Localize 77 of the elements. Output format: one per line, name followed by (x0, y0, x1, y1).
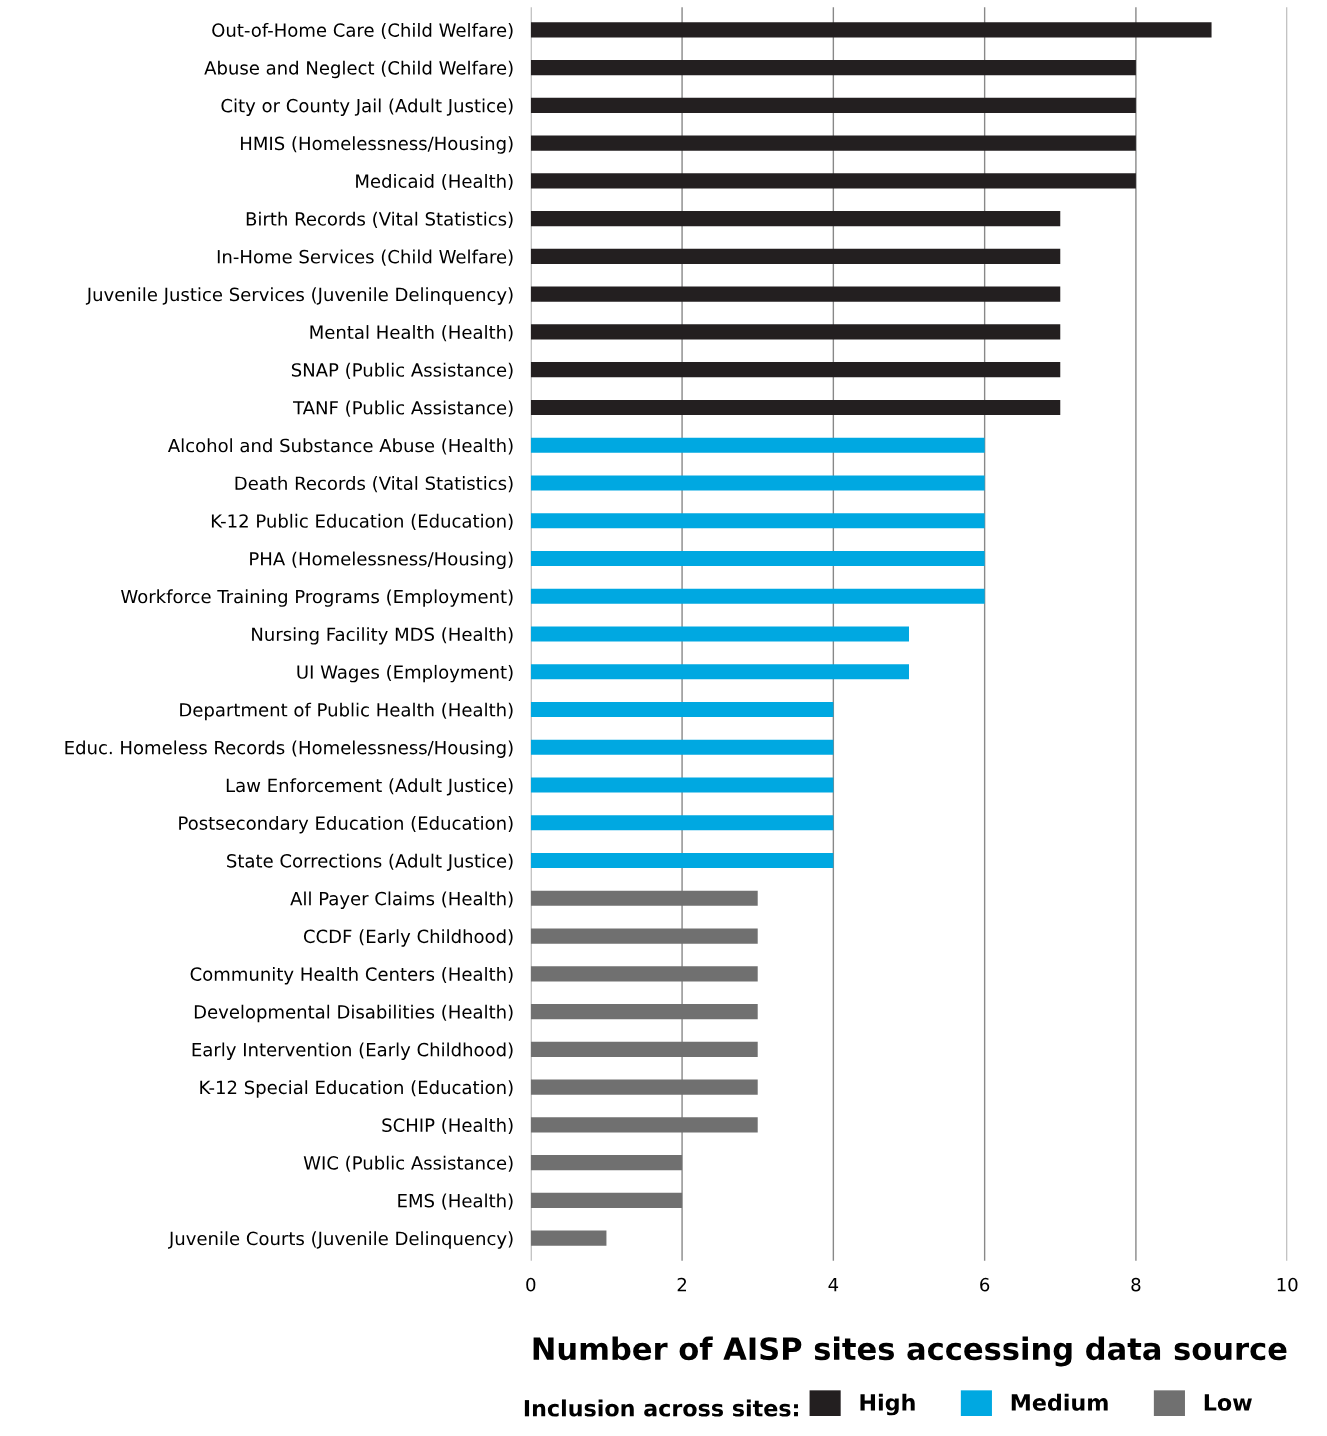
y-tick-label: K-12 Special Education (Education) (200, 1080, 513, 1098)
bar (530, 1155, 683, 1171)
x-tick-label: 10 (1277, 1277, 1298, 1292)
y-tick-label: PHA (Homelessness/Housing) (250, 551, 513, 570)
y-tick-label: Educ. Homeless Records (Homelessness/Housing) (65, 740, 513, 758)
y-tick-label: Postsecondary Education (Education) (179, 815, 513, 834)
bar (530, 815, 834, 831)
y-tick-label: SCHIP (Health) (382, 1118, 513, 1135)
bar (530, 1192, 683, 1208)
bar (530, 739, 834, 755)
bar (530, 890, 758, 906)
bar (530, 248, 1061, 264)
bar (530, 324, 1061, 340)
y-tick-label: Juvenile Courts (Juvenile Delinquency) (168, 1231, 513, 1249)
bar (530, 1079, 758, 1095)
bar (530, 60, 1136, 76)
bar (530, 97, 1136, 113)
bar (530, 475, 985, 491)
y-tick-label: Community Health Centers (Health) (190, 966, 513, 985)
x-axis-title: Number of AISP sites accessing data source (533, 1336, 1287, 1367)
y-tick-label: Medicaid (Health) (356, 174, 513, 191)
bar (530, 664, 909, 680)
bar (530, 362, 1061, 378)
y-tick-label: Early Intervention (Early Childhood) (192, 1042, 513, 1060)
legend-label: Low (1204, 1394, 1252, 1411)
y-tick-label: HMIS (Homelessness/Housing) (241, 136, 513, 154)
bar (530, 588, 985, 604)
y-tick-label: Law Enforcement (Adult Justice) (226, 778, 513, 796)
x-tick-label: 4 (828, 1278, 839, 1292)
bar (530, 1004, 758, 1020)
bar (530, 399, 1061, 415)
bar (530, 135, 1136, 151)
y-tick-label: Death Records (Vital Statistics) (235, 476, 513, 493)
bar (530, 1117, 758, 1133)
y-tick-label: Alcohol and Substance Abuse (Health) (167, 438, 513, 455)
bar (530, 626, 909, 642)
y-tick-label: TANF (Public Assistance) (293, 400, 513, 417)
y-tick-label: Juvenile Justice Services (Juvenile Delinquency) (85, 287, 513, 305)
legend-label: High (860, 1393, 915, 1416)
y-tick-label: UI Wages (Employment) (297, 664, 513, 683)
bar (530, 437, 985, 453)
y-tick-label: CCDF (Early Childhood) (303, 929, 513, 947)
x-tick-label: 0 (526, 1277, 536, 1292)
bar (530, 966, 758, 982)
bar (530, 22, 1212, 38)
y-tick-label: Department of Public Health (Health) (180, 702, 513, 721)
y-tick-label: Mental Health (Health) (310, 325, 513, 342)
bar (530, 211, 1061, 227)
legend-label: Medium (1011, 1393, 1108, 1411)
y-tick-label: All Payer Claims (Health) (290, 891, 513, 909)
y-tick-label: K-12 Public Education (Education) (211, 513, 513, 530)
x-tick-label: 6 (980, 1277, 990, 1292)
bar (530, 1041, 758, 1057)
bar (530, 701, 834, 718)
y-tick-label: Abuse and Neglect (Child Welfare) (204, 60, 513, 79)
bar (530, 173, 1136, 189)
y-tick-label: EMS (Health) (398, 1193, 513, 1210)
y-tick-label: Out-of-Home Care (Child Welfare) (212, 22, 513, 40)
y-tick-label: Developmental Disabilities (Health) (194, 1004, 513, 1023)
y-tick-label: Birth Records (Vital Statistics) (246, 211, 513, 228)
y-tick-label: Nursing Facility MDS (Health) (252, 627, 513, 645)
bar (530, 777, 834, 793)
y-tick-label: WIC (Public Assistance) (303, 1155, 513, 1172)
y-tick-label: Workforce Training Programs (Employment) (121, 589, 513, 607)
bar (530, 286, 1061, 302)
legend-title: Inclusion across sites: (524, 1399, 798, 1417)
bar (530, 928, 758, 944)
y-tick-label: State Corrections (Adult Justice) (227, 853, 513, 872)
bar (530, 513, 985, 529)
bar (530, 550, 985, 567)
x-tick-label: 8 (1131, 1277, 1141, 1292)
x-tick-label: 2 (677, 1277, 687, 1292)
y-tick-label: In-Home Services (Child Welfare) (217, 249, 513, 266)
bar (530, 1230, 607, 1246)
bar (530, 853, 834, 869)
y-tick-label: SNAP (Public Assistance) (291, 362, 513, 379)
y-tick-label: City or County Jail (Adult Justice) (221, 98, 513, 116)
